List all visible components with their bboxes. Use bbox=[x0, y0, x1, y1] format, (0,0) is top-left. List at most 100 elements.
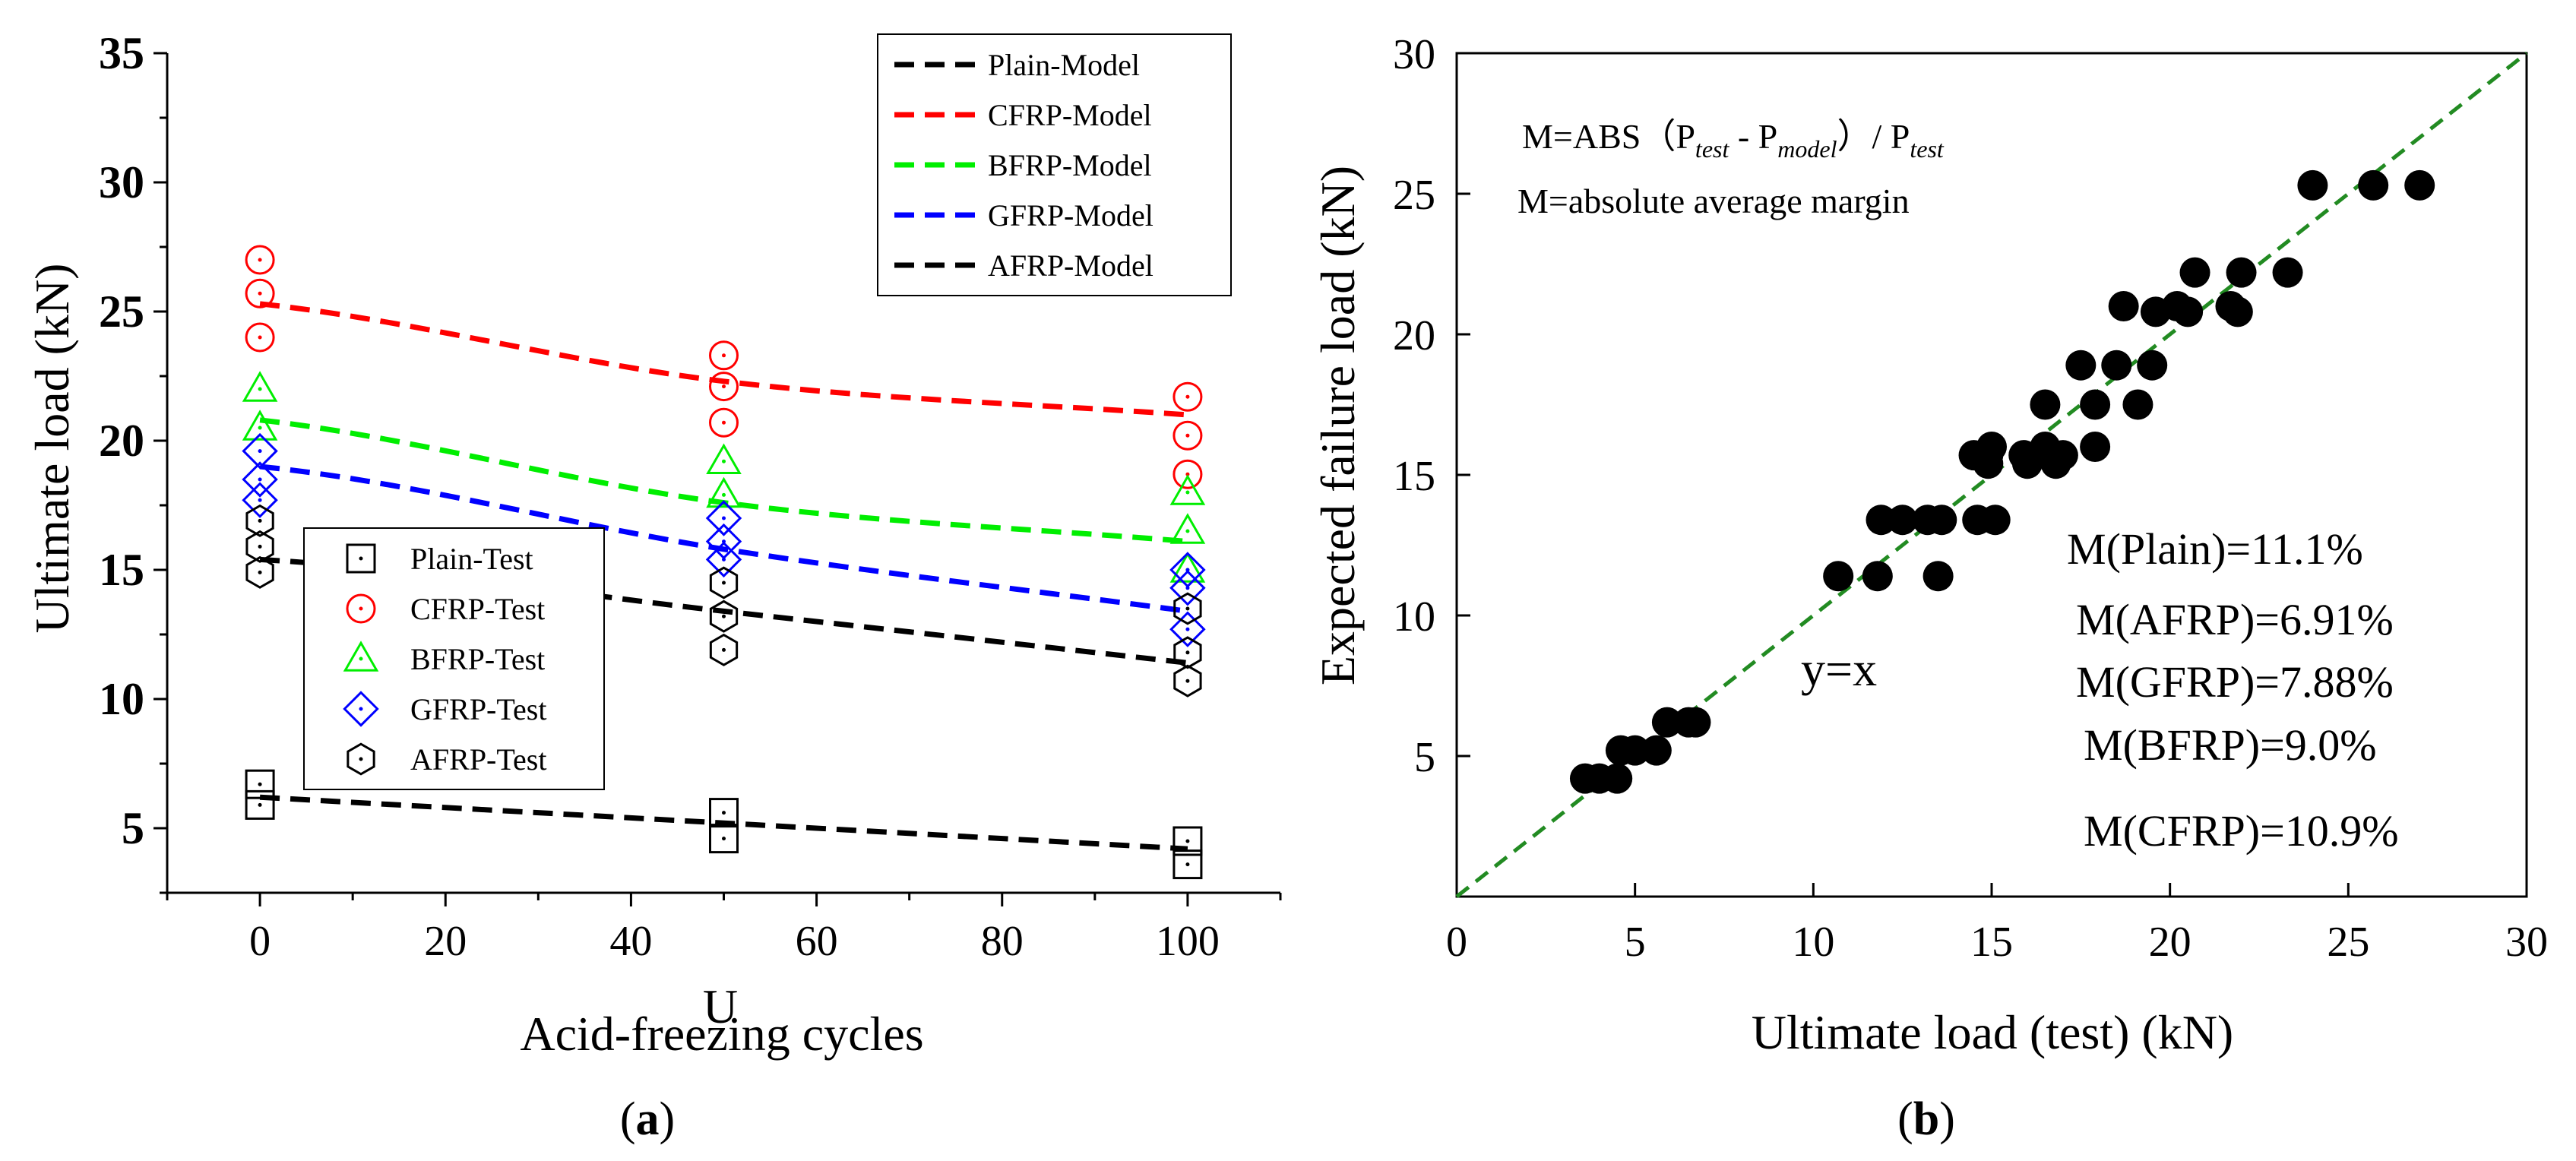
chart-b-point bbox=[2226, 257, 2257, 288]
chart-a-afrp-test-point-center-dot bbox=[1185, 679, 1190, 683]
chart-a-plain-test-point bbox=[1172, 826, 1203, 856]
chart-b-point bbox=[2030, 389, 2061, 420]
chart-a-panel-letter: a bbox=[636, 1093, 660, 1145]
chart-a-cfrp-test-point bbox=[1172, 420, 1203, 451]
chart-a-cfrp-test-point-shape bbox=[245, 278, 275, 308]
chart-a-legend-bfrp-test-swatch-shape bbox=[343, 641, 379, 672]
chart-b-x-tick-label: 0 bbox=[1446, 919, 1467, 966]
chart-a-bfrp-test-point-shape bbox=[706, 476, 742, 508]
chart-a-cfrp-test-point-center-dot bbox=[258, 291, 262, 296]
chart-a-legend-cfrp-test-swatch-shape bbox=[346, 593, 376, 624]
chart-a-cfrp-test-point bbox=[1172, 459, 1203, 489]
chart-a-afrp-test-point-shape bbox=[709, 633, 739, 666]
chart-a-plain-test-point-center-dot bbox=[1185, 839, 1190, 843]
chart-a-legend-test: Plain-Test CFRP-Test BFRP-Test GFRP-Test AFR… bbox=[303, 527, 605, 790]
chart-a-afrp-test-point-shape bbox=[709, 566, 739, 599]
chart-a-x-tick-label: 20 bbox=[424, 918, 467, 965]
chart-a-cfrp-test-point bbox=[245, 245, 275, 275]
chart-b-point bbox=[2101, 350, 2132, 381]
chart-a-afrp-test-point-center-dot bbox=[1185, 650, 1190, 655]
chart-a-legend-plain-test-swatch-center-dot bbox=[359, 556, 363, 561]
chart-a-afrp-test-point-center-dot bbox=[1185, 606, 1190, 611]
chart-a-legend-cfrp-model-label: CFRP-Model bbox=[988, 98, 1152, 132]
chart-a-x-tick-label: 0 bbox=[249, 918, 271, 965]
chart-b-point bbox=[1602, 763, 1633, 794]
chart-a-legend-afrp-test-swatch bbox=[347, 742, 375, 776]
chart-a-plain-test-point-shape bbox=[1172, 826, 1203, 856]
chart-a-cfrp-test-point-center-dot bbox=[258, 335, 262, 340]
chart-a-afrp-test-point bbox=[1173, 592, 1202, 625]
chart-a-cfrp-test-point-center-dot bbox=[1185, 394, 1190, 399]
chart-a-afrp-test-point-center-dot bbox=[722, 614, 726, 618]
chart-a-gfrp-test-point bbox=[705, 523, 742, 560]
chart-a-afrp-model-line bbox=[259, 556, 1188, 666]
chart-a-gfrp-test-point-center-dot bbox=[1185, 568, 1190, 572]
chart-a-plain-model-line bbox=[259, 794, 1188, 852]
chart-a-legend-afrp-test-swatch-shape bbox=[347, 742, 375, 776]
chart-a-afrp-test-point bbox=[709, 633, 739, 666]
chart-a-afrp-test-point-shape bbox=[245, 504, 274, 537]
chart-b-point bbox=[1866, 505, 1897, 536]
chart-a-gfrp-test-point-shape bbox=[705, 500, 742, 536]
chart-a-plain-test-point-shape bbox=[709, 824, 739, 854]
chart-b-y-tick-label: 10 bbox=[1393, 593, 1435, 641]
chart-a-plain-test-point-center-dot bbox=[722, 837, 726, 841]
chart-b-point bbox=[1923, 561, 1954, 592]
chart-a-bfrp-test-point-shape bbox=[706, 443, 742, 474]
chart-b-margin-bfrp: M(BFRP)=9.0% bbox=[2084, 720, 2377, 770]
chart-a-legend-gfrp-model-label: GFRP-Model bbox=[988, 198, 1154, 233]
chart-a-afrp-test-point-shape bbox=[245, 555, 274, 589]
chart-a-legend-afrp-test-swatch-center-dot bbox=[359, 757, 363, 761]
chart-b-point bbox=[1641, 735, 1672, 766]
chart-a-legend-afrp-model-label: AFRP-Model bbox=[988, 248, 1154, 283]
chart-a-legend-bfrp-test-label: BFRP-Test bbox=[410, 642, 545, 676]
chart-b-x-tick-label: 20 bbox=[2149, 919, 2191, 966]
chart-a-x-tick-label: 80 bbox=[981, 918, 1024, 965]
chart-a-afrp-test-point bbox=[245, 504, 274, 537]
chart-a-x-axis-title: Acid-freezing cycles bbox=[520, 1007, 923, 1061]
chart-a-plain-test-point bbox=[709, 824, 739, 854]
chart-a-afrp-test-point bbox=[1173, 664, 1202, 698]
chart-b-x-tick-label: 5 bbox=[1625, 919, 1646, 966]
chart-a-plain-test-point-shape bbox=[245, 769, 275, 799]
chart-b-panel-letter: b bbox=[1913, 1093, 1939, 1145]
chart-a-gfrp-test-point-shape bbox=[242, 461, 278, 498]
chart-a-gfrp-test-point-center-dot bbox=[722, 539, 726, 544]
chart-a-bfrp-test-point-shape bbox=[242, 410, 278, 441]
chart-a-x-tick-label: 40 bbox=[609, 918, 652, 965]
chart-b: 0 5 10 15 20 25 30 5 10 15 20 25 30 Expected failure… bbox=[1311, 31, 2548, 1145]
chart-a-plain-test-point bbox=[1172, 849, 1203, 880]
chart-a-cfrp-test-point-center-dot bbox=[258, 258, 262, 262]
chart-a-y-tick-label: 20 bbox=[99, 416, 144, 466]
chart-a: 0 20 40 60 80 100 5 10 15 20 25 30 35 Ultimate load … bbox=[25, 28, 1282, 1145]
chart-b-point bbox=[1887, 505, 1918, 536]
chart-a-bfrp-test-point-shape bbox=[1169, 552, 1206, 583]
chart-b-formula: M=ABS（Ptest - Pmodel）/ Ptest bbox=[1522, 117, 1945, 163]
chart-a-afrp-test-point-shape bbox=[709, 599, 739, 633]
chart-a-y-tick-label: 35 bbox=[99, 28, 144, 78]
chart-a-plain-test-point-shape bbox=[709, 798, 739, 828]
chart-a-stray-label: U bbox=[703, 979, 738, 1033]
chart-a-cfrp-model-line bbox=[259, 301, 1188, 418]
chart-a-x-tick-label: 60 bbox=[796, 918, 838, 965]
chart-a-bfrp-test-point-shape bbox=[1169, 474, 1206, 505]
chart-a-legend-gfrp-test-swatch-shape bbox=[343, 691, 379, 727]
chart-a-bfrp-test-point-shape bbox=[242, 371, 278, 402]
chart-a-bfrp-test-point bbox=[1169, 552, 1206, 583]
chart-a-legend-cfrp-test-swatch-center-dot bbox=[359, 606, 363, 611]
chart-a-gfrp-test-point bbox=[242, 432, 278, 470]
chart-b-point bbox=[1862, 561, 1893, 592]
chart-b-point bbox=[2122, 389, 2154, 420]
chart-b-point bbox=[1619, 735, 1650, 766]
chart-a-afrp-test-point-center-dot bbox=[722, 580, 726, 585]
chart-a-gfrp-test-point-center-dot bbox=[258, 498, 262, 502]
chart-b-point bbox=[2222, 296, 2253, 327]
chart-a-gfrp-test-point-shape bbox=[1169, 570, 1206, 606]
chart-a-afrp-test-point bbox=[1173, 636, 1202, 669]
chart-b-y-tick-label: 15 bbox=[1393, 453, 1435, 500]
chart-a-gfrp-test-point-center-dot bbox=[258, 449, 262, 454]
chart-a-cfrp-test-point-shape bbox=[245, 245, 275, 275]
chart-a-y-tick-label: 15 bbox=[99, 545, 144, 595]
chart-b-point bbox=[2272, 257, 2303, 288]
chart-a-cfrp-test-point-center-dot bbox=[722, 353, 726, 358]
